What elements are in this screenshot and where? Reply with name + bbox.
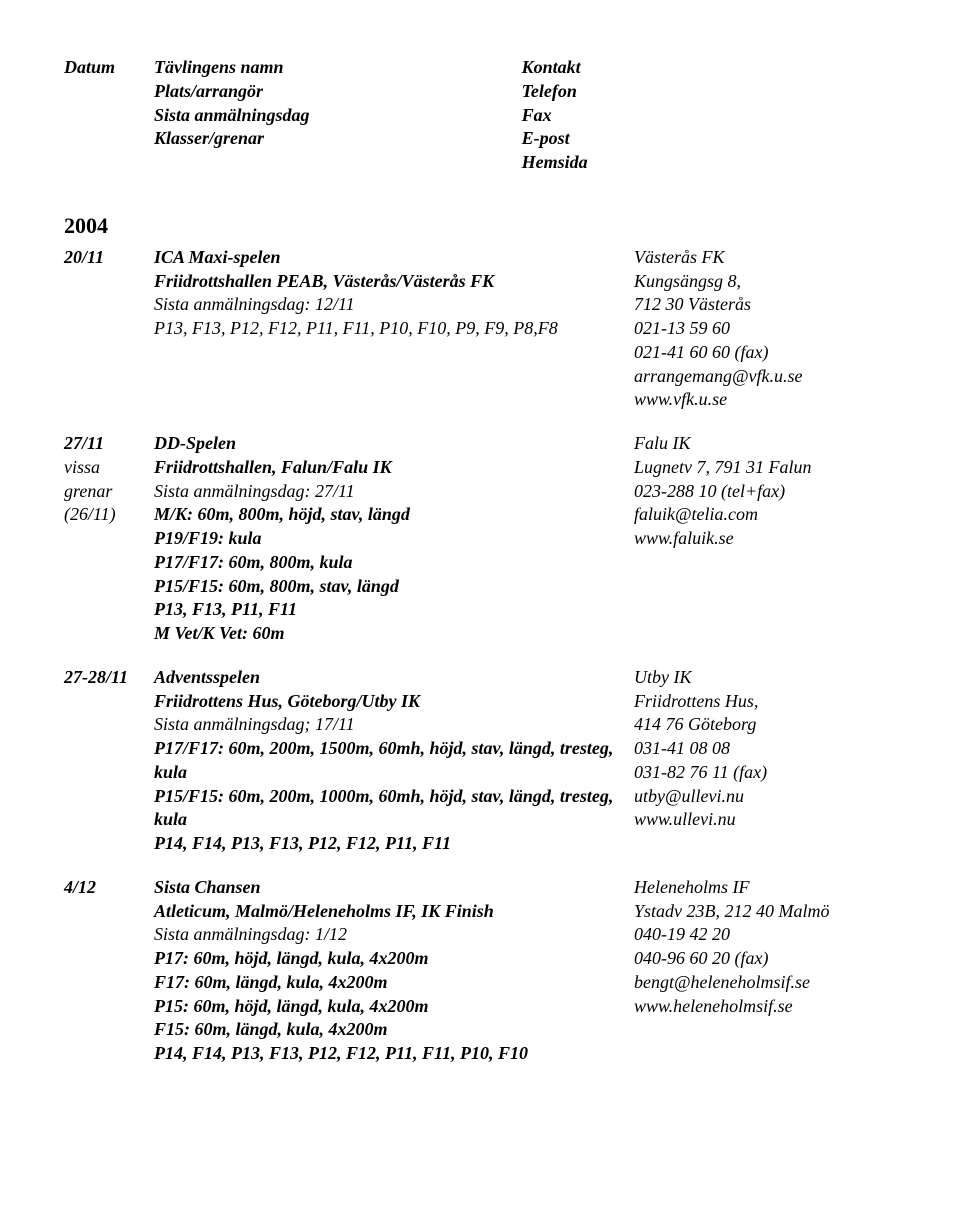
event-row: 27/11vissagrenar(26/11)DD-SpelenFriidrot… xyxy=(64,432,896,646)
event-contact: Falu IKLugnetv 7, 791 31 Falun023-288 10… xyxy=(634,432,896,551)
event-contact-line: Kungsängsg 8, xyxy=(634,270,896,294)
event-date-line: 27-28/11 xyxy=(64,666,154,690)
header-left: Datum Tävlingens namn Plats/arrangör Sis… xyxy=(64,56,522,175)
event-contact-line: www.ullevi.nu xyxy=(634,808,896,832)
event-contact-line: 023-288 10 (tel+fax) xyxy=(634,480,896,504)
event-desc-line: Atleticum, Malmö/Heleneholms IF, IK Fini… xyxy=(154,900,634,924)
event-contact: Heleneholms IFYstadv 23B, 212 40 Malmö04… xyxy=(634,876,896,1019)
table-header: Datum Tävlingens namn Plats/arrangör Sis… xyxy=(64,56,896,175)
event-date-line: grenar xyxy=(64,480,154,504)
header-label: Telefon xyxy=(522,80,896,104)
event-contact-line: Heleneholms IF xyxy=(634,876,896,900)
event-desc-line: Adventsspelen xyxy=(154,666,634,690)
event-desc-line: F15: 60m, längd, kula, 4x200m xyxy=(154,1018,634,1042)
event-desc-line: P19/F19: kula xyxy=(154,527,634,551)
header-label: Tävlingens namn xyxy=(154,56,310,80)
event-contact-line: Lugnetv 7, 791 31 Falun xyxy=(634,456,896,480)
event-desc-line: P15/F15: 60m, 200m, 1000m, 60mh, höjd, s… xyxy=(154,785,634,833)
event-desc-line: Friidrottens Hus, Göteborg/Utby IK xyxy=(154,690,634,714)
event-contact-line: 712 30 Västerås xyxy=(634,293,896,317)
event-desc-line: M/K: 60m, 800m, höjd, stav, längd xyxy=(154,503,634,527)
event-date: 4/12 xyxy=(64,876,154,900)
events-list: 20/11ICA Maxi-spelenFriidrottshallen PEA… xyxy=(64,246,896,1066)
event-contact-line: www.heleneholmsif.se xyxy=(634,995,896,1019)
event-desc-line: F17: 60m, längd, kula, 4x200m xyxy=(154,971,634,995)
event-contact-line: arrangemang@vfk.u.se xyxy=(634,365,896,389)
event-date-line: vissa xyxy=(64,456,154,480)
event-contact-line: Friidrottens Hus, xyxy=(634,690,896,714)
event-date: 27/11vissagrenar(26/11) xyxy=(64,432,154,527)
event-contact-line: 021-41 60 60 (fax) xyxy=(634,341,896,365)
event-date: 27-28/11 xyxy=(64,666,154,690)
event-date-line: 20/11 xyxy=(64,246,154,270)
event-desc-line: Friidrottshallen PEAB, Västerås/Västerås… xyxy=(154,270,634,294)
event-date-line: (26/11) xyxy=(64,503,154,527)
header-label: Datum xyxy=(64,56,154,80)
event-desc-line: P13, F13, P12, F12, P11, F11, P10, F10, … xyxy=(154,317,634,341)
event-contact-line: Utby IK xyxy=(634,666,896,690)
event-desc-line: P13, F13, P11, F11 xyxy=(154,598,634,622)
event-desc-line: Sista anmälningsdag: 27/11 xyxy=(154,480,634,504)
event-date: 20/11 xyxy=(64,246,154,270)
event-contact: Utby IKFriidrottens Hus,414 76 Göteborg0… xyxy=(634,666,896,832)
event-date-line: 27/11 xyxy=(64,432,154,456)
event-desc-line: Sista anmälningsdag: 12/11 xyxy=(154,293,634,317)
event-desc-line: Sista anmälningsdag: 1/12 xyxy=(154,923,634,947)
event-desc-line: DD-Spelen xyxy=(154,432,634,456)
event-row: 4/12Sista ChansenAtleticum, Malmö/Helene… xyxy=(64,876,896,1066)
event-desc-line: P17: 60m, höjd, längd, kula, 4x200m xyxy=(154,947,634,971)
header-label: Hemsida xyxy=(522,151,896,175)
header-label: E-post xyxy=(522,127,896,151)
event-contact-line: 040-19 42 20 xyxy=(634,923,896,947)
event-row: 27-28/11AdventsspelenFriidrottens Hus, G… xyxy=(64,666,896,856)
event-contact-line: 031-82 76 11 (fax) xyxy=(634,761,896,785)
event-description: Sista ChansenAtleticum, Malmö/Heleneholm… xyxy=(154,876,634,1066)
event-contact-line: www.vfk.u.se xyxy=(634,388,896,412)
header-label: Fax xyxy=(522,104,896,128)
event-contact-line: Ystadv 23B, 212 40 Malmö xyxy=(634,900,896,924)
event-contact-line: 040-96 60 20 (fax) xyxy=(634,947,896,971)
event-contact-line: Falu IK xyxy=(634,432,896,456)
event-desc-line: ICA Maxi-spelen xyxy=(154,246,634,270)
event-contact-line: 414 76 Göteborg xyxy=(634,713,896,737)
year-heading: 2004 xyxy=(64,211,896,240)
event-desc-line: Sista anmälningsdag; 17/11 xyxy=(154,713,634,737)
event-desc-line: P14, F14, P13, F13, P12, F12, P11, F11 xyxy=(154,832,634,856)
event-contact-line: 031-41 08 08 xyxy=(634,737,896,761)
event-desc-line: P15: 60m, höjd, längd, kula, 4x200m xyxy=(154,995,634,1019)
event-desc-line: P14, F14, P13, F13, P12, F12, P11, F11, … xyxy=(154,1042,634,1066)
event-contact-line: www.faluik.se xyxy=(634,527,896,551)
event-contact-line: Västerås FK xyxy=(634,246,896,270)
event-desc-line: Friidrottshallen, Falun/Falu IK xyxy=(154,456,634,480)
event-contact: Västerås FKKungsängsg 8,712 30 Västerås0… xyxy=(634,246,896,412)
event-contact-line: 021-13 59 60 xyxy=(634,317,896,341)
header-label: Kontakt xyxy=(522,56,896,80)
event-desc-line: Sista Chansen xyxy=(154,876,634,900)
event-desc-line: P15/F15: 60m, 800m, stav, längd xyxy=(154,575,634,599)
event-row: 20/11ICA Maxi-spelenFriidrottshallen PEA… xyxy=(64,246,896,412)
event-date-line: 4/12 xyxy=(64,876,154,900)
header-right: Kontakt Telefon Fax E-post Hemsida xyxy=(522,56,896,175)
event-desc-line: P17/F17: 60m, 200m, 1500m, 60mh, höjd, s… xyxy=(154,737,634,785)
event-description: DD-SpelenFriidrottshallen, Falun/Falu IK… xyxy=(154,432,634,646)
event-contact-line: bengt@heleneholmsif.se xyxy=(634,971,896,995)
event-desc-line: P17/F17: 60m, 800m, kula xyxy=(154,551,634,575)
header-label: Plats/arrangör xyxy=(154,80,310,104)
event-description: ICA Maxi-spelenFriidrottshallen PEAB, Vä… xyxy=(154,246,634,341)
event-desc-line: M Vet/K Vet: 60m xyxy=(154,622,634,646)
event-contact-line: utby@ullevi.nu xyxy=(634,785,896,809)
event-contact-line: faluik@telia.com xyxy=(634,503,896,527)
header-label: Sista anmälningsdag xyxy=(154,104,310,128)
event-description: AdventsspelenFriidrottens Hus, Göteborg/… xyxy=(154,666,634,856)
header-label: Klasser/grenar xyxy=(154,127,310,151)
